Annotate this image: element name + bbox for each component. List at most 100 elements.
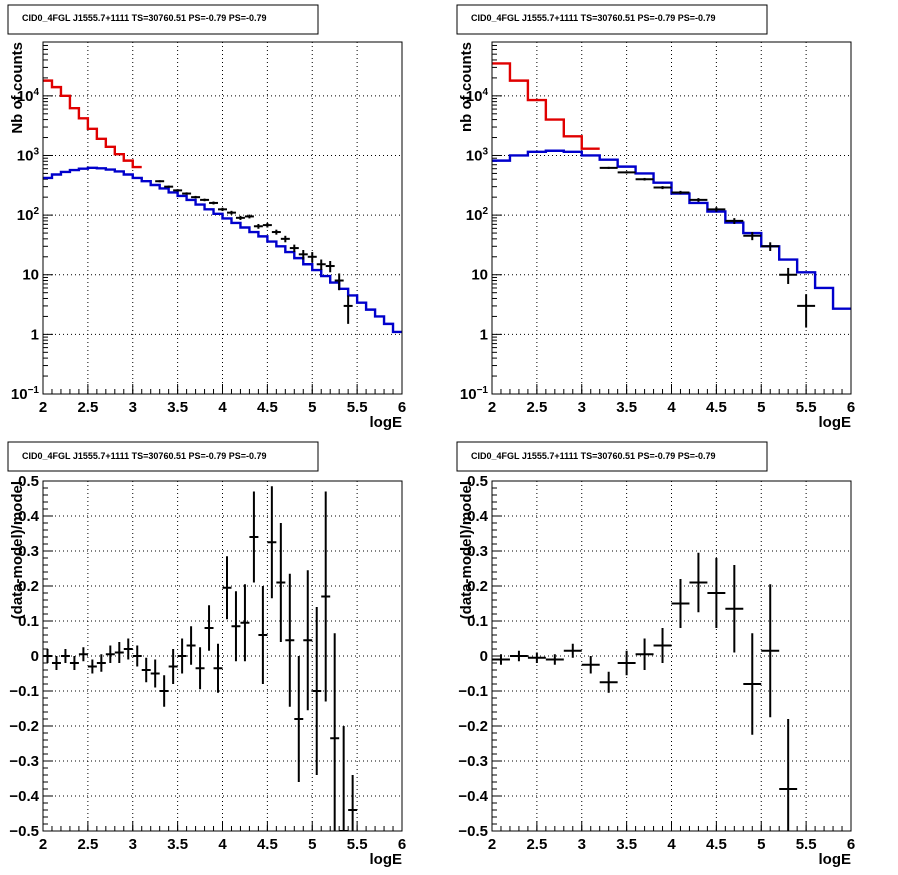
x-tick-label: 3.5 (167, 836, 188, 853)
x-tick-label: 4 (667, 836, 676, 853)
data-point (797, 294, 816, 328)
data-point (617, 650, 636, 676)
x-tick-label: 2.5 (526, 399, 547, 416)
x-tick-label: 2.5 (526, 836, 547, 853)
data-point (321, 491, 331, 702)
data-point (581, 656, 600, 674)
data-point (348, 775, 358, 831)
x-tick-label: 5 (757, 836, 765, 853)
y-tick-label: −0.2 (458, 718, 488, 735)
data-point (725, 218, 744, 224)
y-tick-label: 102 (466, 206, 489, 224)
x-tick-label: 3 (578, 836, 586, 853)
data-point (87, 659, 97, 674)
data-point (222, 556, 232, 620)
plot-area (492, 481, 851, 831)
data-point (249, 491, 259, 583)
data-point (150, 659, 160, 688)
data-point (671, 190, 690, 195)
data-point (114, 642, 124, 663)
y-tick-label: 10−1 (460, 385, 489, 403)
data-point (43, 649, 52, 663)
data-point (218, 207, 227, 212)
title-box (456, 441, 768, 472)
data-point (761, 584, 780, 718)
y-tick-label: 0.1 (18, 613, 39, 630)
data-point (761, 242, 780, 252)
data-point (231, 591, 241, 662)
data-point (339, 726, 349, 831)
y-tick-label: −0.5 (458, 823, 488, 840)
x-tick-label: 3.5 (616, 399, 637, 416)
data-point (330, 633, 340, 831)
x-tick-label: 4.5 (257, 836, 278, 853)
data-point (200, 198, 210, 202)
residual-pad-right: 2 2.5 3 3.5 4 4.5 5 5.5 6 −0.5 −0.4 −0.3 −0.2 −0.1 0 0.… (456, 441, 855, 868)
data-point (240, 584, 250, 662)
data-point (635, 638, 654, 670)
x-tick-label: 5 (757, 399, 765, 416)
histogram-line-red (492, 62, 600, 150)
x-tick-label: 4.5 (257, 399, 278, 416)
data-point (60, 649, 70, 663)
x-tick-label: 3.5 (167, 399, 188, 416)
x-axis-title: logE (370, 414, 403, 431)
data-point (96, 654, 106, 672)
data-point (653, 186, 672, 190)
data-point (244, 214, 254, 219)
data-point (779, 267, 798, 284)
data-point (69, 656, 79, 670)
pad-title: CID0_4FGL J1555.7+1111 TS=30760.51 PS=-0… (22, 451, 267, 461)
data-point (617, 171, 636, 174)
series-group (43, 79, 402, 334)
x-tick-label: 4.5 (706, 399, 727, 416)
pad-title: CID0_4FGL J1555.7+1111 TS=30760.51 PS=-0… (22, 13, 267, 23)
data-point (527, 652, 546, 663)
y-tick-label: 10 (22, 267, 39, 284)
x-tick-label: 5 (308, 836, 316, 853)
x-tick-label: 2 (39, 836, 47, 853)
data-point (155, 180, 165, 183)
data-point (316, 259, 326, 271)
data-point (186, 626, 196, 665)
data-point (325, 260, 335, 273)
x-tick-label: 4.5 (706, 836, 727, 853)
data-point (492, 654, 510, 665)
data-point (195, 647, 205, 690)
title-box (7, 441, 319, 472)
data-point (204, 605, 214, 651)
data-point (545, 654, 564, 665)
y-tick-label: 102 (17, 206, 40, 224)
data-point (707, 558, 726, 628)
y-tick-label: −0.4 (458, 788, 488, 805)
data-point (563, 643, 582, 658)
y-tick-label: 0.3 (467, 543, 488, 560)
y-tick-label: 103 (466, 146, 489, 164)
data-point (226, 210, 236, 215)
y-tick-label: 0.1 (467, 613, 488, 630)
data-point (78, 647, 88, 662)
y-tick-label: −0.3 (458, 753, 488, 770)
x-axis-title: logE (370, 851, 403, 868)
plot-frame (42, 480, 403, 832)
plot-frame (42, 41, 403, 395)
histogram-line-red (43, 79, 142, 169)
plot-area (43, 481, 402, 831)
y-tick-label: 0.3 (18, 543, 39, 560)
x-tick-label: 4 (218, 399, 227, 416)
data-point (312, 607, 322, 775)
x-axis-title: logE (819, 851, 852, 868)
data-point (276, 523, 286, 642)
data-point (599, 671, 618, 693)
data-point (743, 633, 762, 735)
y-axis-title: (data-model)/model (458, 481, 475, 619)
data-point (671, 579, 690, 628)
data-point (725, 565, 744, 653)
data-point (177, 638, 187, 674)
y-tick-label: 0.4 (467, 508, 489, 525)
x-tick-label: 6 (398, 836, 406, 853)
y-tick-label: 0 (480, 648, 488, 665)
x-tick-label: 2 (39, 399, 47, 416)
data-point (213, 643, 223, 693)
